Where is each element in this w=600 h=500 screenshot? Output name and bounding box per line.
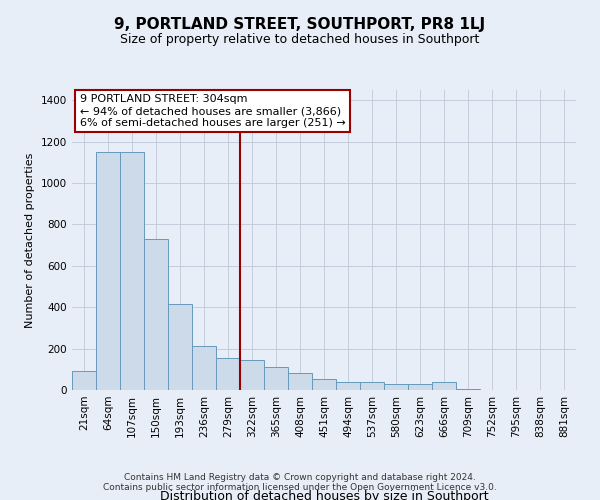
Bar xyxy=(408,384,432,390)
Bar xyxy=(216,358,240,390)
Bar xyxy=(72,372,96,390)
Bar xyxy=(384,384,408,390)
Bar xyxy=(312,378,336,390)
Bar xyxy=(360,382,384,390)
Text: Size of property relative to detached houses in Southport: Size of property relative to detached ho… xyxy=(121,32,479,46)
Bar xyxy=(192,346,216,390)
Bar xyxy=(432,382,456,390)
Bar xyxy=(456,389,480,390)
X-axis label: Distribution of detached houses by size in Southport: Distribution of detached houses by size … xyxy=(160,490,488,500)
Text: 9 PORTLAND STREET: 304sqm
← 94% of detached houses are smaller (3,866)
6% of sem: 9 PORTLAND STREET: 304sqm ← 94% of detac… xyxy=(80,94,346,128)
Bar xyxy=(264,367,288,390)
Bar xyxy=(240,360,264,390)
Text: Contains HM Land Registry data © Crown copyright and database right 2024.
Contai: Contains HM Land Registry data © Crown c… xyxy=(103,473,497,492)
Bar xyxy=(96,152,120,390)
Bar xyxy=(288,374,312,390)
Bar xyxy=(336,382,360,390)
Bar xyxy=(144,239,168,390)
Text: 9, PORTLAND STREET, SOUTHPORT, PR8 1LJ: 9, PORTLAND STREET, SOUTHPORT, PR8 1LJ xyxy=(115,18,485,32)
Y-axis label: Number of detached properties: Number of detached properties xyxy=(25,152,35,328)
Bar xyxy=(168,304,192,390)
Bar xyxy=(120,152,144,390)
